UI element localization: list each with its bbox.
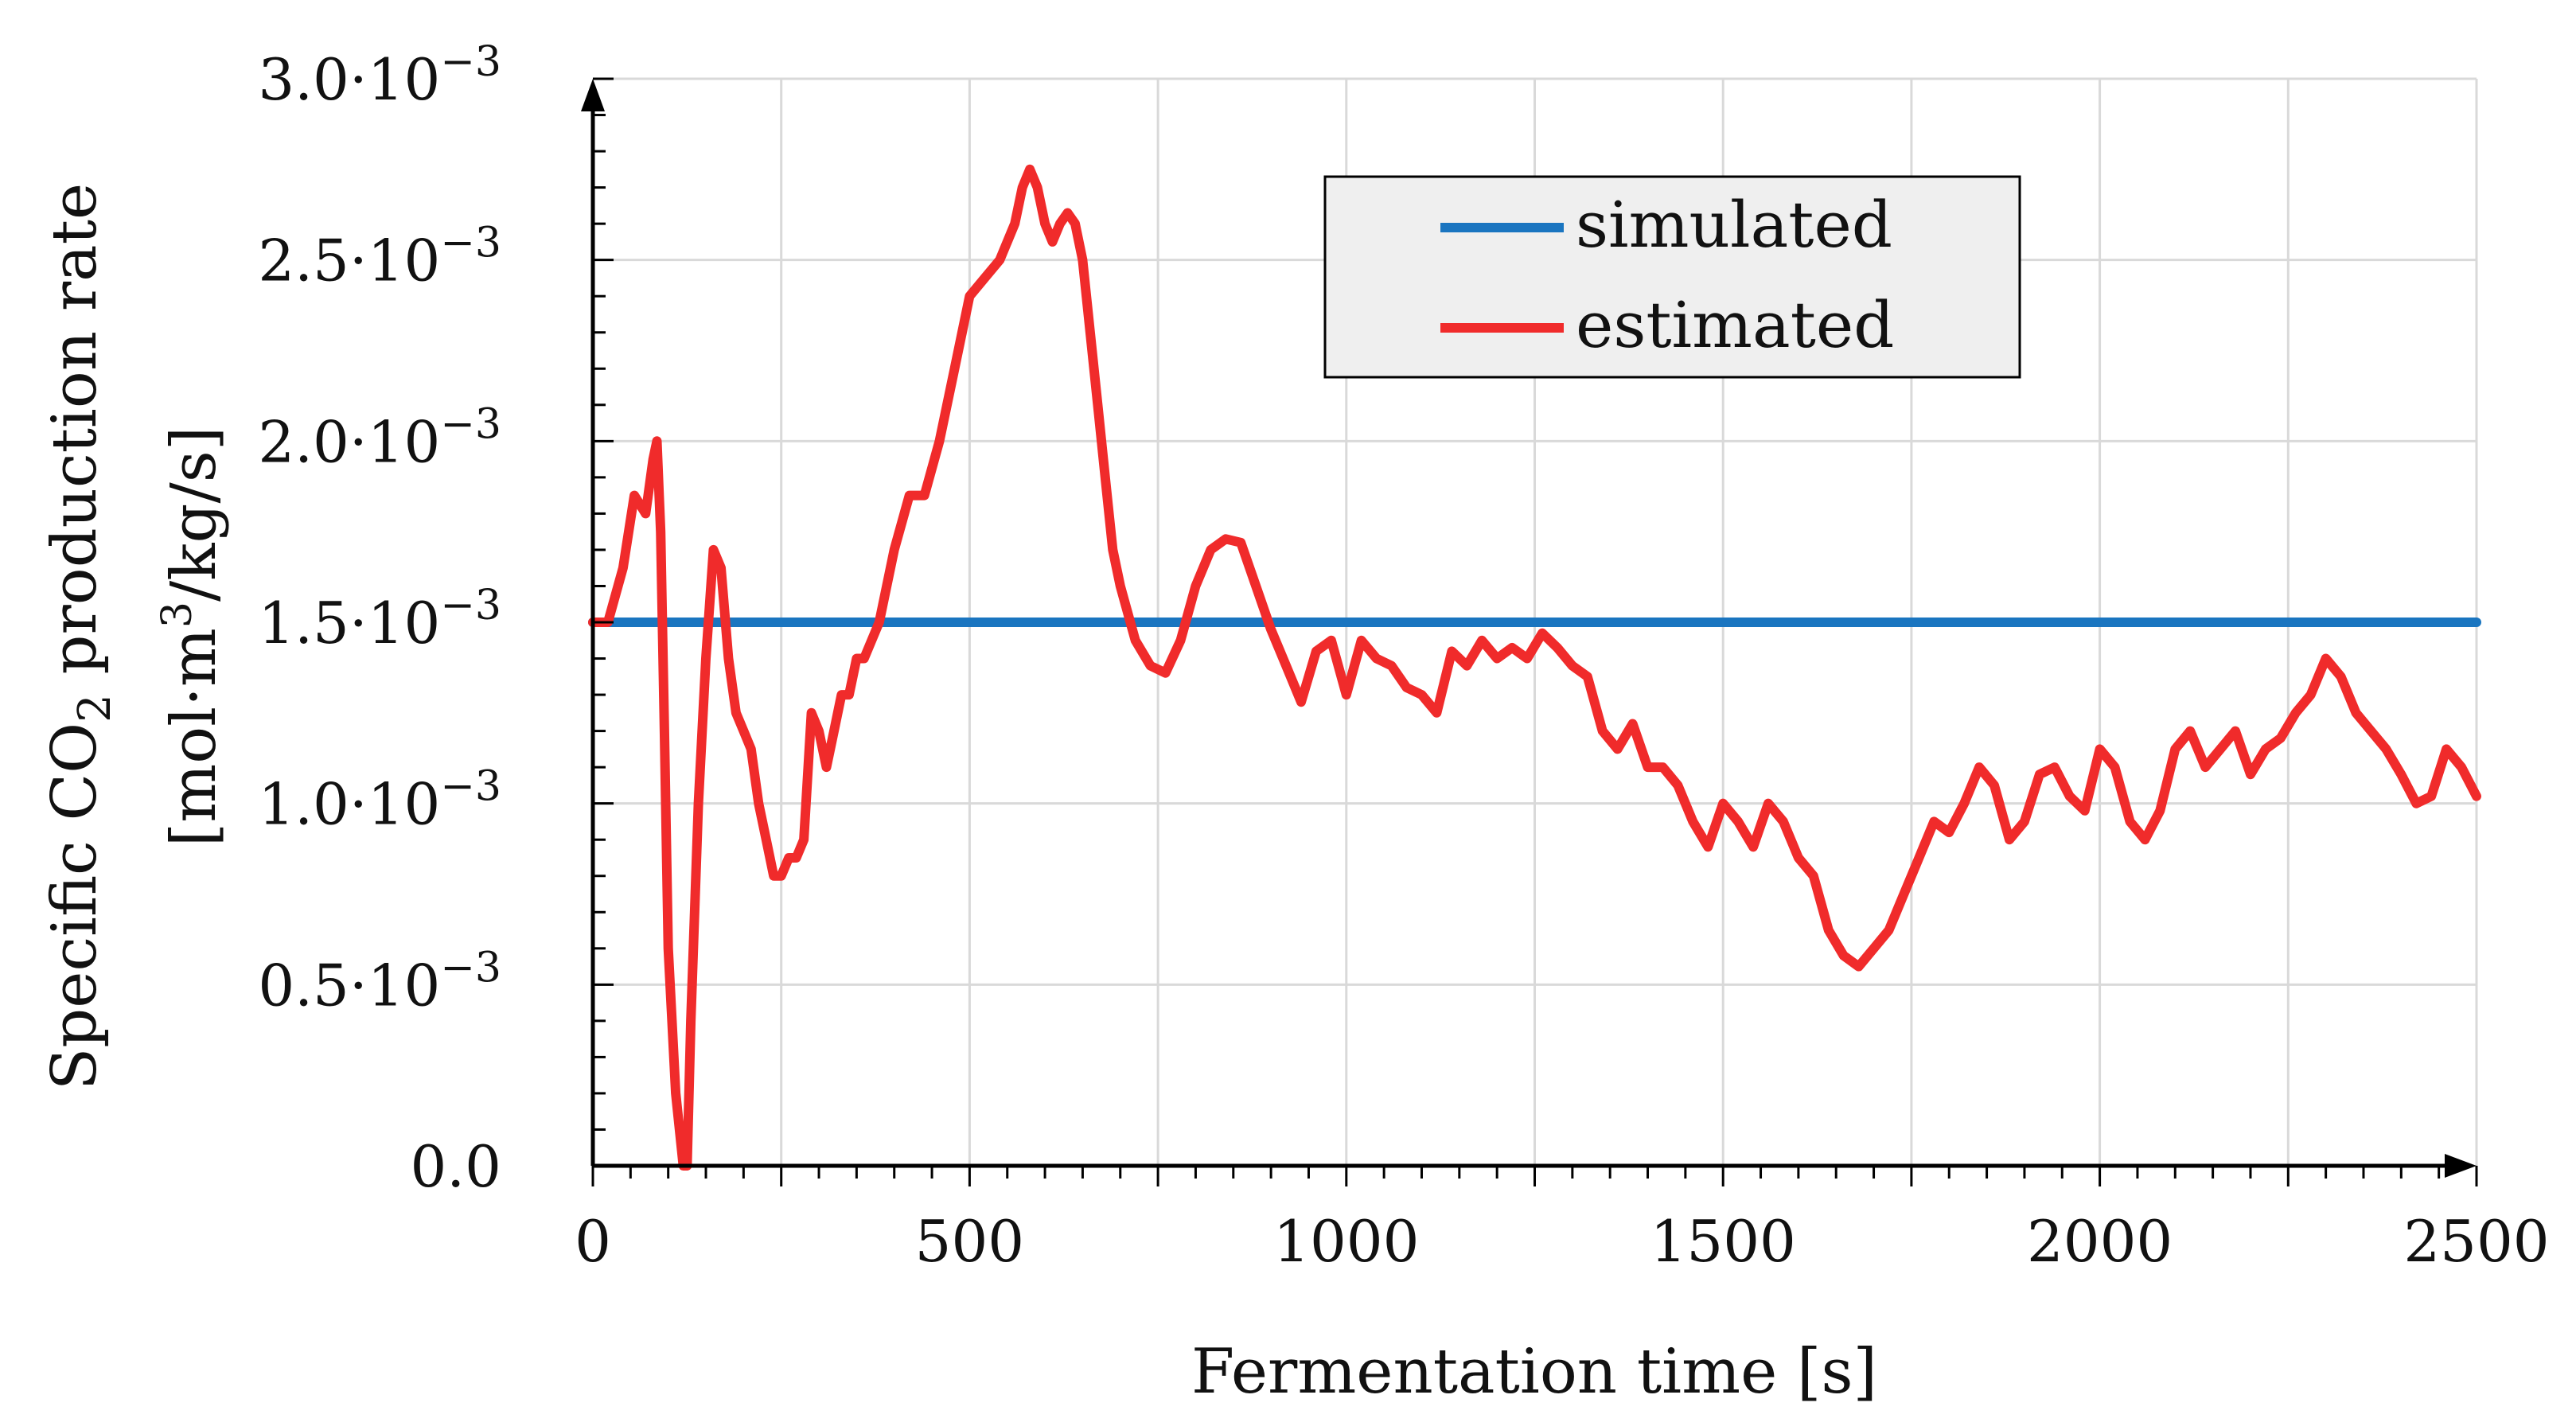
x-tick-label: 2000	[2027, 1208, 2173, 1275]
y-axis-title-line2: [mol·m3/kg/s]	[154, 427, 230, 847]
y-tick-label: 3.0·10−3	[258, 38, 501, 113]
x-tick-label: 1500	[1650, 1208, 1796, 1275]
x-tick-label: 0	[575, 1208, 611, 1275]
y-axis-title-line1: Specific CO2 production rate	[39, 183, 121, 1090]
y-tick-label: 0.5·10−3	[258, 944, 501, 1019]
y-tick-label: 1.5·10−3	[258, 582, 501, 657]
axes	[581, 79, 2477, 1178]
x-tick-label: 2500	[2403, 1208, 2549, 1275]
legend-label-simulated: simulated	[1576, 188, 1892, 262]
y-axis-title: Specific CO2 production rate [mol·m3/kg/…	[39, 183, 230, 1090]
legend-box	[1323, 175, 2021, 379]
x-axis-title: Fermentation time [s]	[1191, 1336, 1877, 1408]
y-tick-label: 0.0	[410, 1133, 501, 1200]
x-axis-arrow	[2445, 1154, 2477, 1178]
legend-label-estimated: estimated	[1576, 288, 1894, 362]
series-group	[588, 164, 2481, 1171]
y-tick-labels: 0.0 0.5·10−3 1.0·10−3 1.5·10−3 2.0·10−3 2.5·1…	[258, 38, 501, 1200]
x-tick-label: 1000	[1273, 1208, 1419, 1275]
x-tick-label: 500	[915, 1208, 1024, 1275]
y-axis-arrow	[581, 79, 605, 111]
y-tick-label: 2.5·10−3	[258, 220, 501, 294]
y-tick-label: 2.0·10−3	[258, 400, 501, 475]
series-line-estimated	[588, 164, 2481, 1171]
x-tick-labels: 0 500 1000 1500 2000 2500	[575, 1208, 2550, 1275]
y-tick-label: 1.0·10−3	[258, 763, 501, 838]
legend: simulated estimated	[1323, 175, 2021, 379]
ticks	[591, 77, 2478, 1186]
